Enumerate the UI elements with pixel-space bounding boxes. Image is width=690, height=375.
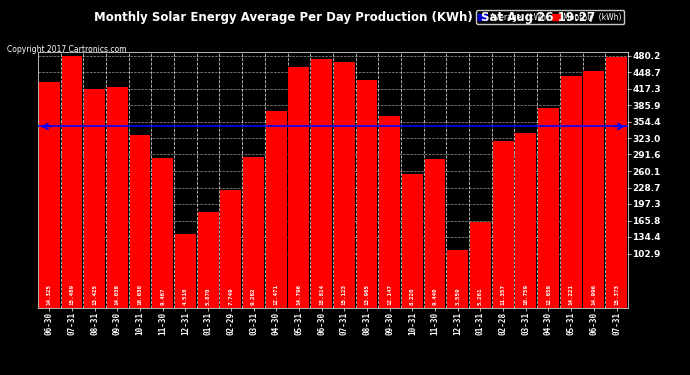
Text: 10.630: 10.630 [137,284,143,305]
Text: 7.749: 7.749 [228,288,233,305]
Text: 345.028: 345.028 [613,94,620,122]
Bar [606,57,627,308]
Text: 9.467: 9.467 [160,288,165,305]
Bar [424,159,446,308]
Bar [107,87,128,308]
Text: 15.814: 15.814 [319,284,324,305]
Bar [561,76,582,308]
Text: Monthly Solar Energy Average Per Day Production (KWh)  Sat Aug 26 19:27: Monthly Solar Energy Average Per Day Pro… [95,11,595,24]
Text: 5.261: 5.261 [478,288,483,305]
Bar [447,250,468,308]
Bar [515,132,536,308]
Text: 9.440: 9.440 [433,288,437,305]
Bar [266,111,286,308]
Text: 4.510: 4.510 [183,288,188,305]
Text: 14.325: 14.325 [47,284,52,305]
Bar [334,62,355,308]
Bar [152,159,173,308]
Text: 9.262: 9.262 [251,288,256,305]
Text: 14.221: 14.221 [569,284,573,305]
Text: 345.028: 345.028 [46,94,52,122]
Bar [493,141,513,308]
Text: 5.870: 5.870 [206,288,210,305]
Text: 8.220: 8.220 [410,288,415,305]
Bar [130,135,150,308]
Text: 12.659: 12.659 [546,284,551,305]
Bar [357,80,377,308]
Text: 15.123: 15.123 [342,284,347,305]
Text: 14.796: 14.796 [297,284,302,305]
Text: Copyright 2017 Cartronics.com: Copyright 2017 Cartronics.com [7,45,126,54]
Legend: Average  (kWh), Monthly  (kWh): Average (kWh), Monthly (kWh) [476,10,624,24]
Bar [243,157,264,308]
Text: 12.147: 12.147 [387,284,392,305]
Text: 14.996: 14.996 [591,284,596,305]
Bar [470,222,491,308]
Bar [220,190,242,308]
Bar [198,212,219,308]
Text: 13.425: 13.425 [92,284,97,305]
Text: 15.489: 15.489 [70,284,75,305]
Bar [311,58,332,308]
Text: 14.038: 14.038 [115,284,120,305]
Bar [61,56,82,308]
Bar [402,174,423,308]
Text: 11.357: 11.357 [501,284,506,305]
Text: 12.471: 12.471 [274,284,279,305]
Bar [538,108,559,307]
Bar [584,72,604,308]
Text: 15.373: 15.373 [614,284,619,305]
Bar [39,82,60,308]
Text: 3.559: 3.559 [455,288,460,305]
Bar [84,89,105,308]
Bar [380,116,400,308]
Bar [175,234,196,308]
Bar [288,67,309,308]
Text: 10.759: 10.759 [523,284,529,305]
Text: 13.965: 13.965 [364,284,369,305]
